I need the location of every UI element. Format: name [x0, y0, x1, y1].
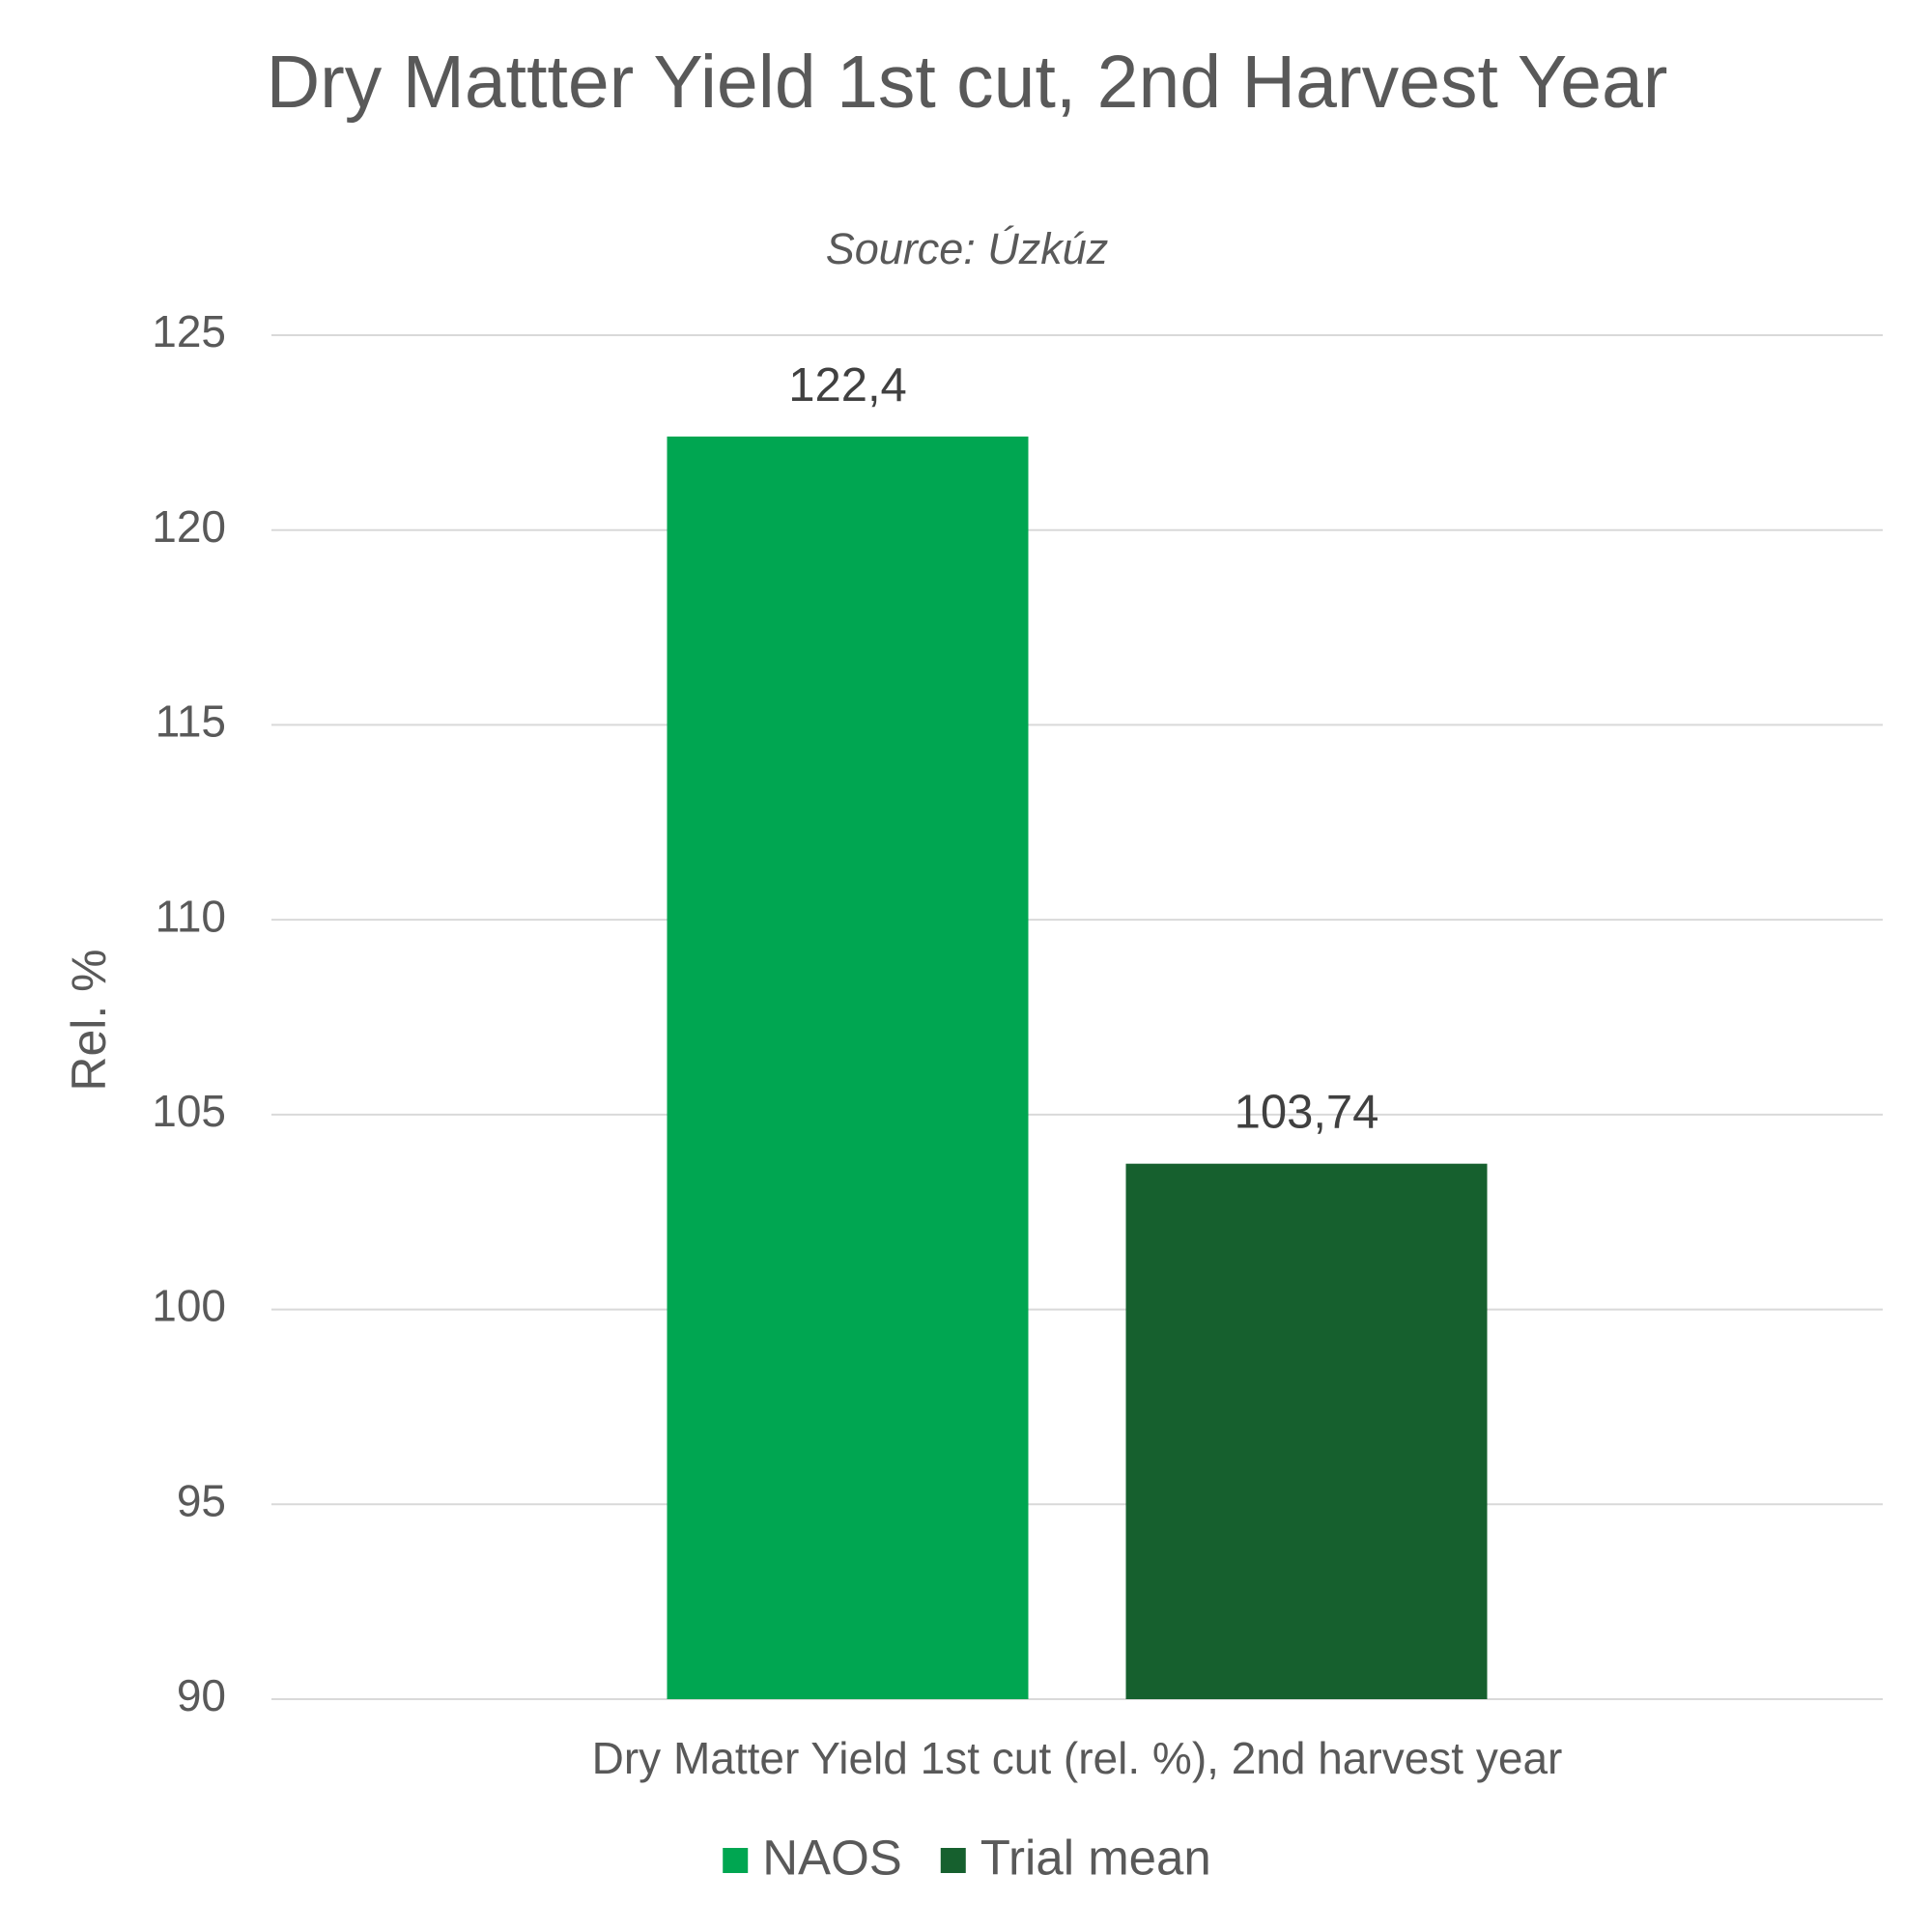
y-tick-label: 100	[152, 1281, 226, 1331]
y-tick-label: 125	[152, 306, 226, 356]
chart-subtitle: Source: Úzkúz	[826, 224, 1109, 273]
y-tick-label: 95	[177, 1475, 226, 1525]
bar	[1125, 1163, 1488, 1699]
y-tick-label: 90	[177, 1670, 226, 1720]
y-tick-label: 120	[152, 501, 226, 552]
y-tick-label: 115	[156, 696, 226, 747]
legend-label: Trial mean	[980, 1830, 1211, 1885]
chart-title: Dry Mattter Yield 1st cut, 2nd Harvest Y…	[266, 41, 1668, 124]
value-label: 122,4	[788, 359, 907, 412]
y-tick-label: 105	[152, 1086, 226, 1136]
legend-swatch	[723, 1848, 749, 1873]
bar	[667, 436, 1029, 1700]
x-tick-label: Dry Matter Yield 1st cut (rel. %), 2nd h…	[592, 1733, 1563, 1783]
legend-swatch	[940, 1848, 966, 1873]
legend-label: NAOS	[762, 1830, 902, 1885]
y-tick-label: 110	[156, 891, 226, 941]
y-axis-label: Rel. %	[62, 949, 116, 1091]
value-label: 103,74	[1235, 1087, 1379, 1139]
